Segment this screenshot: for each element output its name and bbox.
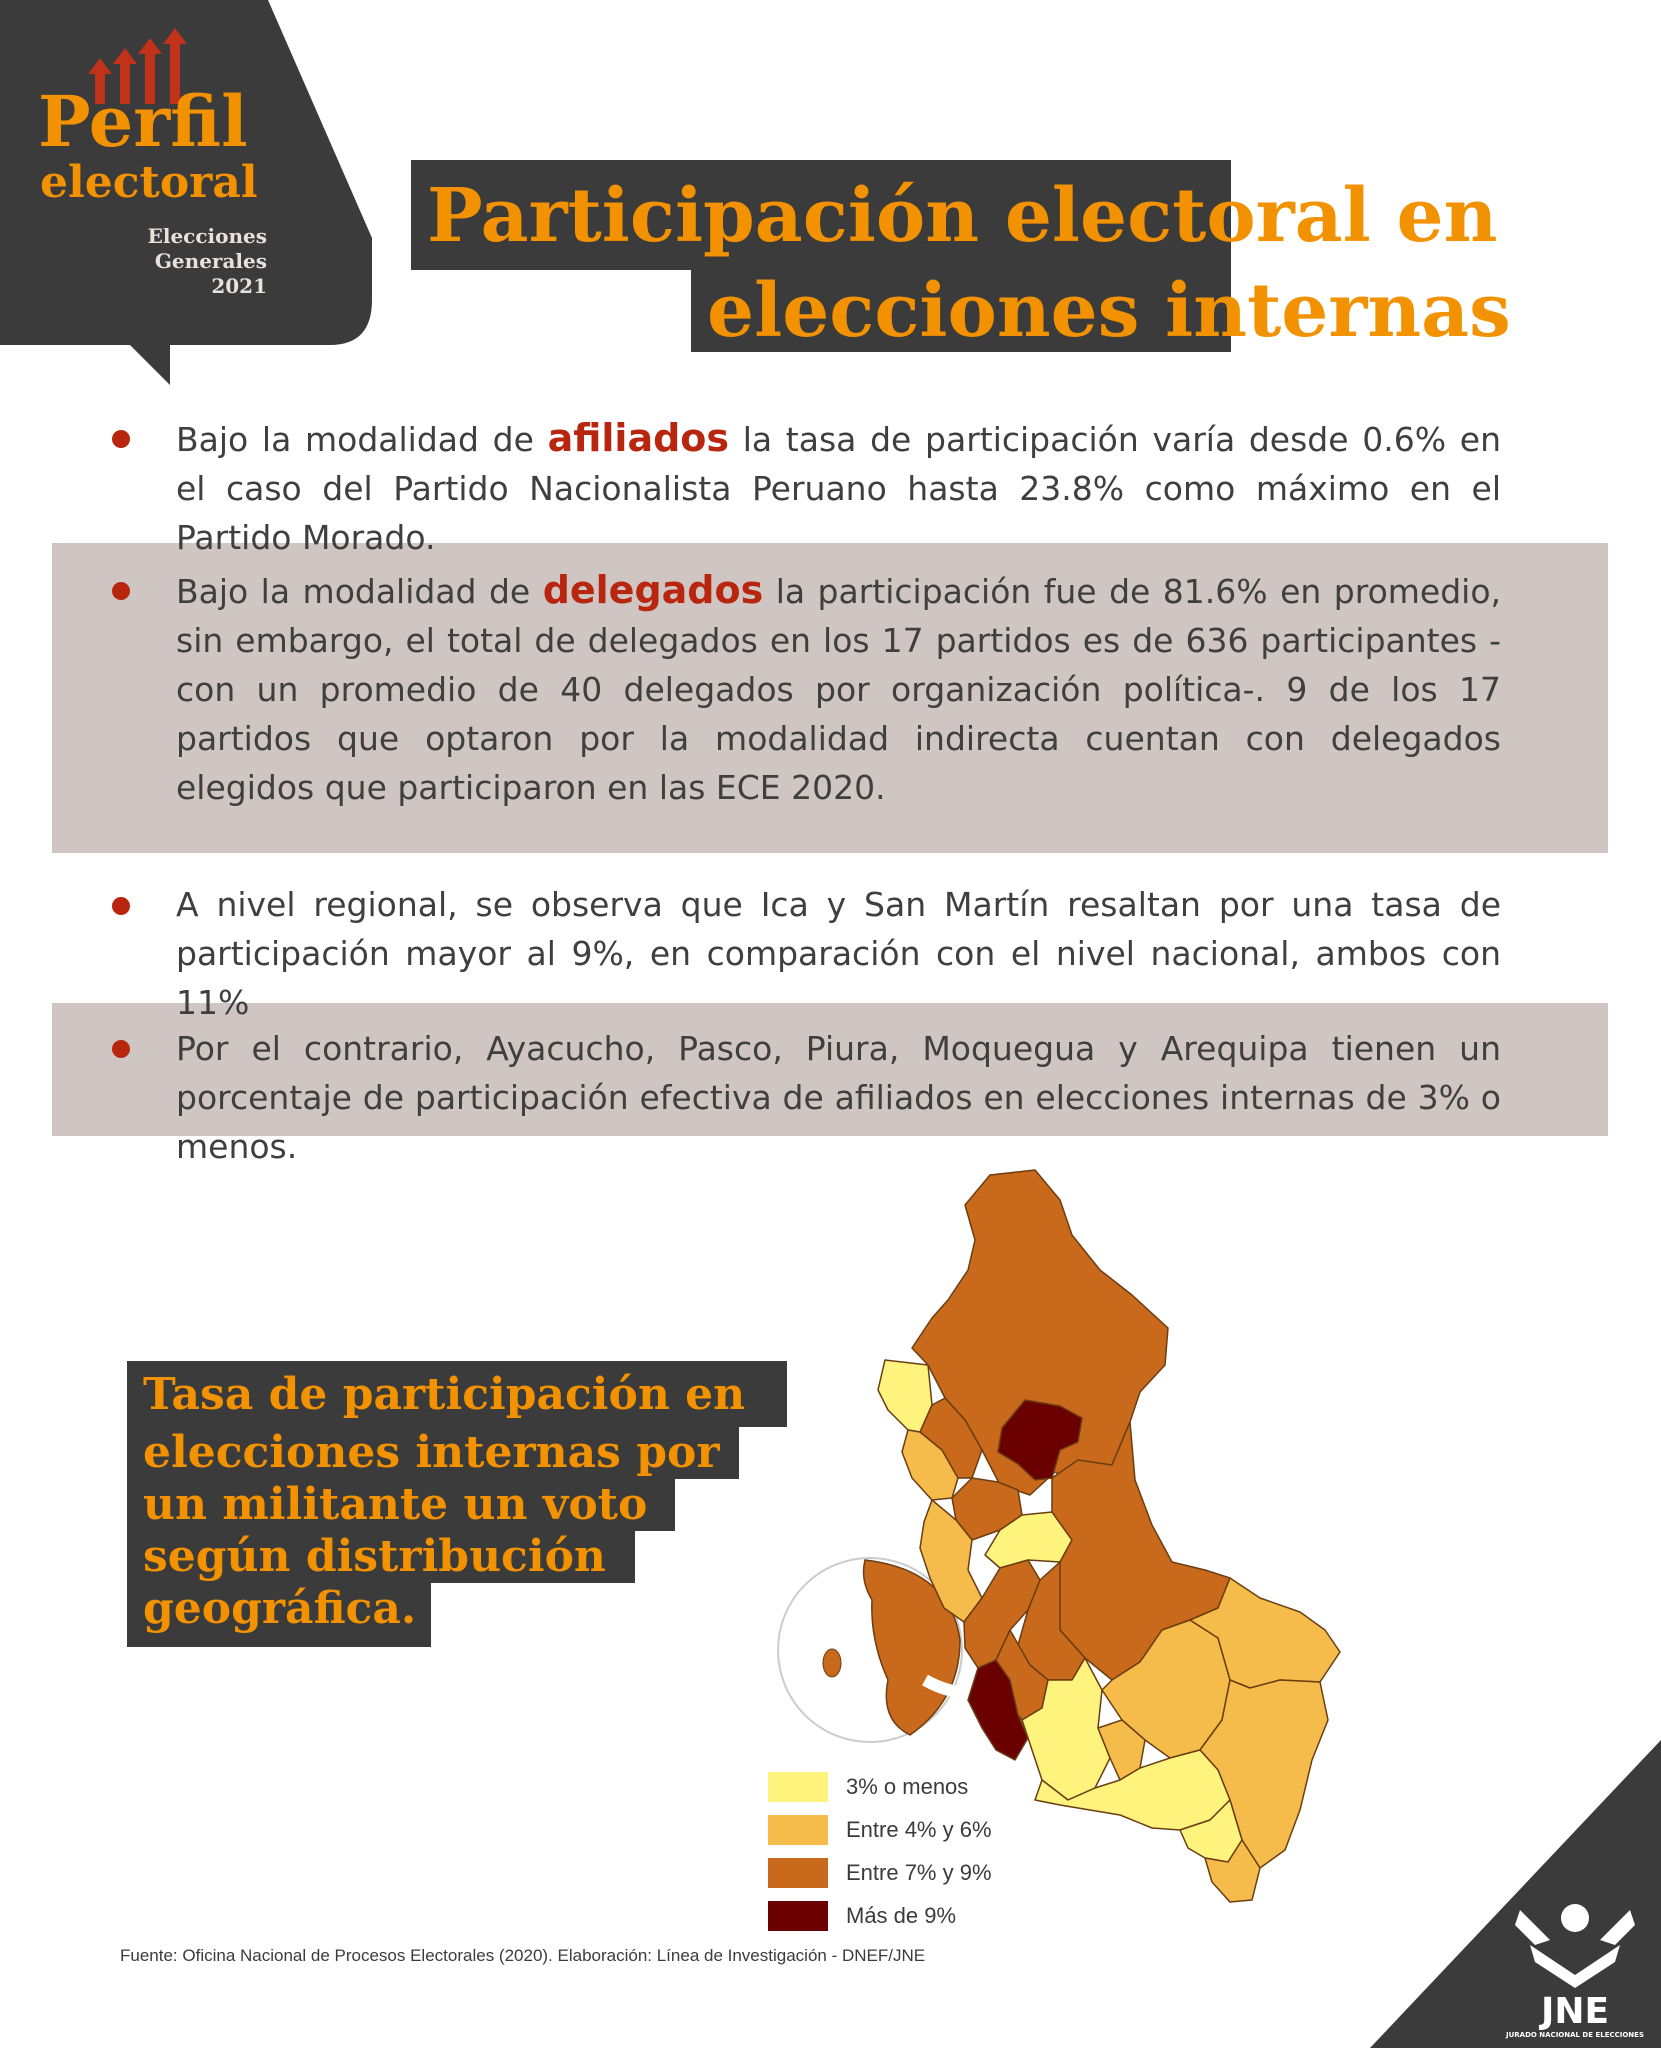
map-title-line-1: Tasa de participación en — [127, 1361, 787, 1427]
bullet-dot — [112, 430, 130, 448]
bullet-2-after: la participación fue de 81.6% en promedi… — [176, 572, 1501, 807]
legend-swatch-high — [768, 1901, 828, 1931]
logo-corner — [1370, 1740, 1661, 2048]
edition-line1: Elecciones — [147, 224, 267, 248]
arrows-icon — [88, 28, 187, 104]
bullet-4-text: Por el contrario, Ayacucho, Pasco, Piura… — [176, 1029, 1501, 1166]
legend-label: 3% o menos — [846, 1774, 969, 1799]
source-note: Fuente: Oficina Nacional de Procesos Ele… — [120, 1946, 926, 1965]
brand-sub: electoral — [40, 157, 258, 208]
legend-label: Más de 9% — [846, 1903, 957, 1928]
edition-line2: Generales — [154, 249, 267, 273]
bullet-1-after: la tasa de participación varía desde 0.6… — [176, 420, 1501, 557]
edition-year: 2021 — [211, 274, 267, 298]
map-title-line-2: elecciones internas por — [127, 1427, 739, 1479]
brand-name: Perfil — [38, 80, 248, 163]
map-title-line-4: según distribución — [127, 1531, 635, 1583]
bullet-1-before: Bajo la modalidad de — [176, 420, 548, 459]
bullet-dot — [112, 897, 130, 915]
bullet-text-1: Bajo la modalidad de afiliados la tasa d… — [176, 414, 1501, 562]
brand-badge — [0, 0, 372, 385]
bullet-text-3: A nivel regional, se observa que Ica y S… — [176, 880, 1501, 1027]
legend-swatch-mid-low — [768, 1815, 828, 1845]
bullet-text-4: Por el contrario, Ayacucho, Pasco, Piura… — [176, 1024, 1501, 1171]
logo-text: JNE — [1540, 1991, 1610, 2032]
bullet-2-before: Bajo la modalidad de — [176, 572, 543, 611]
page-title: Participación electoral en elecciones in… — [411, 160, 1511, 352]
bullet-1-highlight: afiliados — [547, 416, 730, 460]
legend-label: Entre 4% y 6% — [846, 1817, 992, 1842]
bullet-text-2: Bajo la modalidad de delegados la partic… — [176, 566, 1501, 812]
title-line-1: Participación electoral en — [411, 160, 1497, 270]
bullet-dot — [112, 582, 130, 600]
map-regions — [877, 1169, 1341, 1903]
map-title-line-3: un militante un voto — [127, 1479, 675, 1531]
band-bullet-2 — [52, 543, 1608, 853]
title-line-2: elecciones internas — [691, 270, 1511, 352]
legend-swatch-mid-high — [768, 1858, 828, 1888]
logo-subtext: JURADO NACIONAL DE ELECCIONES — [1505, 2031, 1644, 2039]
peru-map — [777, 1169, 1341, 1903]
jne-logo-icon — [1515, 1904, 1635, 1988]
bullet-2-highlight: delegados — [542, 568, 764, 612]
bullet-3-text: A nivel regional, se observa que Ica y S… — [176, 885, 1501, 1022]
band-bullet-4 — [52, 1003, 1608, 1136]
legend-swatch-low — [768, 1772, 828, 1802]
bullet-dot — [112, 1040, 130, 1058]
legend-label: Entre 7% y 9% — [846, 1860, 992, 1885]
map-title-line-5: geográfica. — [127, 1583, 431, 1647]
